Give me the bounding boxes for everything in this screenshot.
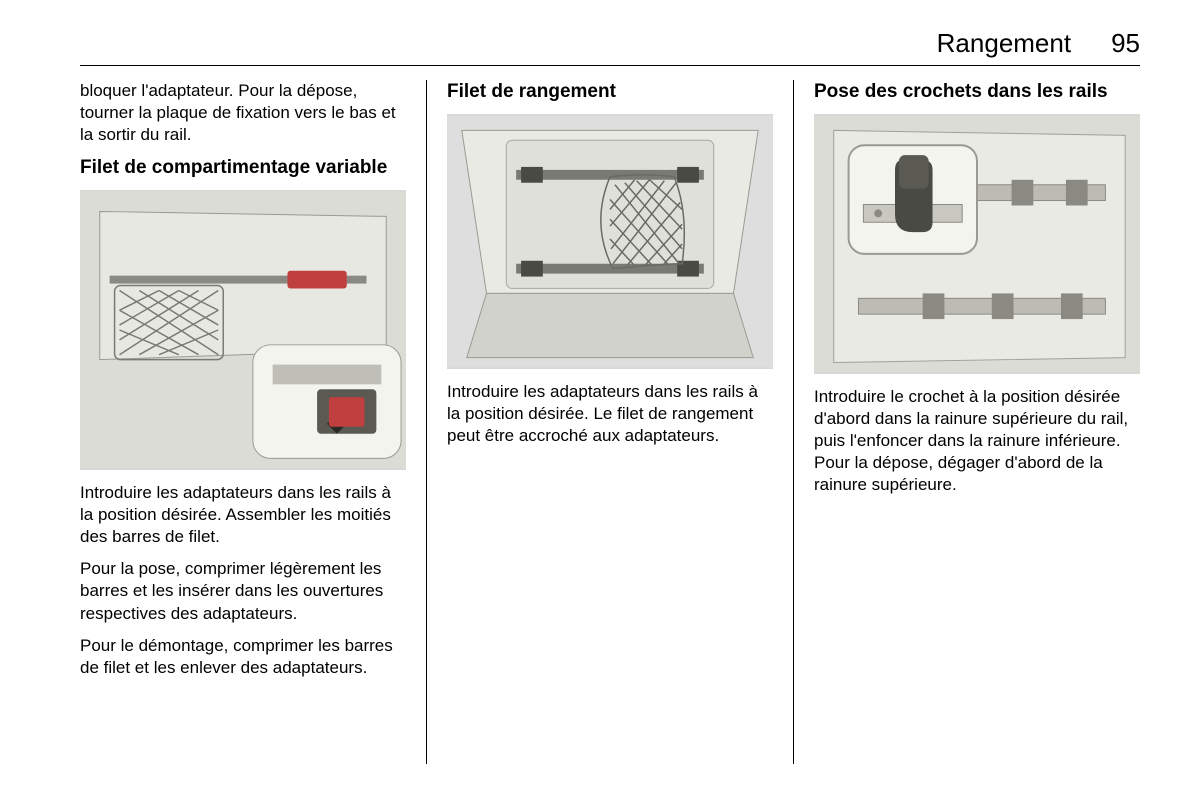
manual-page: Rangement 95 bloquer l'adaptateur. Pour … xyxy=(0,0,1200,802)
column-3: Pose des crochets dans les rails xyxy=(794,80,1140,764)
content-columns: bloquer l'adaptateur. Pour la dépose, to… xyxy=(80,80,1140,764)
figure-hooks-in-rails xyxy=(814,114,1140,374)
page-number: 95 xyxy=(1111,28,1140,59)
col3-para-1: Introduire le crochet à la position dési… xyxy=(814,386,1140,496)
col1-heading: Filet de compartimentage variable xyxy=(80,156,406,180)
column-2: Filet de rangement xyxy=(427,80,793,764)
column-1: bloquer l'adaptateur. Pour la dépose, to… xyxy=(80,80,426,764)
col1-para-1: Introduire les adaptateurs dans les rail… xyxy=(80,482,406,548)
col1-para-2: Pour la pose, comprimer légèrement les b… xyxy=(80,558,406,624)
col2-heading: Filet de rangement xyxy=(447,80,773,104)
section-title: Rangement xyxy=(937,28,1071,59)
col3-heading: Pose des crochets dans les rails xyxy=(814,80,1140,104)
figure-storage-net xyxy=(447,114,773,369)
figure-variable-partition-net xyxy=(80,190,406,470)
col2-para-1: Introduire les adaptateurs dans les rail… xyxy=(447,381,773,447)
page-header: Rangement 95 xyxy=(80,28,1140,66)
col1-intro-text: bloquer l'adaptateur. Pour la dépose, to… xyxy=(80,80,406,146)
col1-para-3: Pour le démontage, comprimer les barres … xyxy=(80,635,406,679)
